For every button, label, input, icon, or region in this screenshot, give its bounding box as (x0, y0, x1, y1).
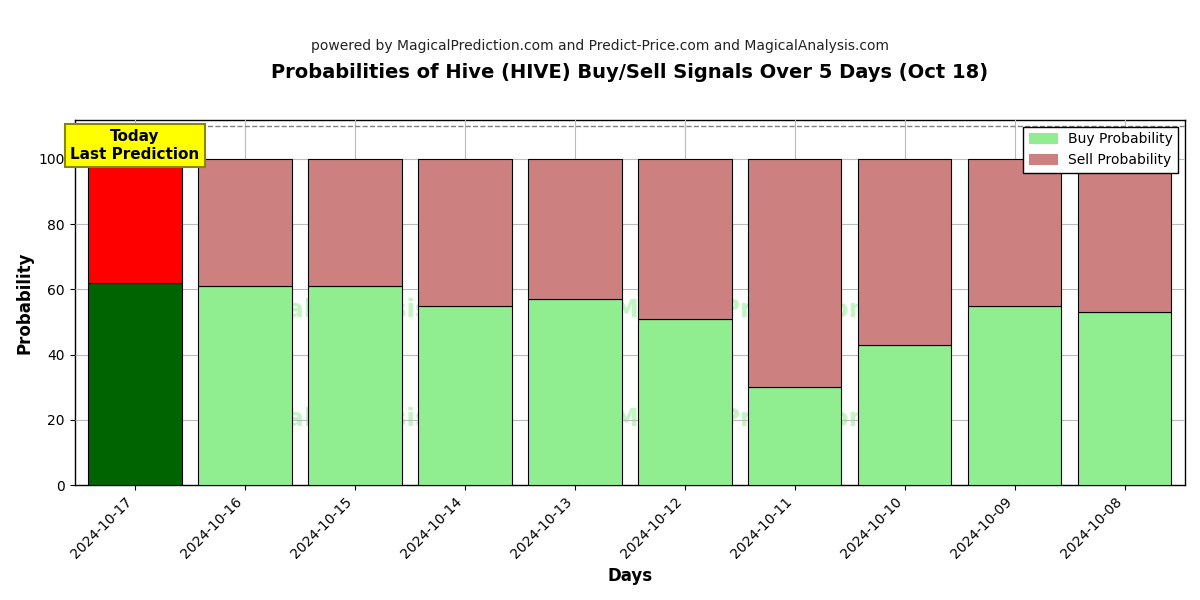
Bar (638, 159, 732, 319)
Bar (858, 345, 952, 485)
Bar (1078, 159, 1171, 312)
Bar (748, 159, 841, 387)
Bar (858, 159, 952, 345)
Text: Today
Last Prediction: Today Last Prediction (71, 130, 199, 162)
Text: calAnalysis.com: calAnalysis.com (272, 298, 498, 322)
Bar (308, 286, 402, 485)
Bar (528, 299, 622, 485)
Bar (528, 159, 622, 299)
Text: calAnalysis.com: calAnalysis.com (272, 407, 498, 431)
Y-axis label: Probability: Probability (16, 251, 34, 353)
Bar (419, 305, 511, 485)
Text: MagicalPrediction.com: MagicalPrediction.com (613, 407, 935, 431)
Bar (638, 319, 732, 485)
Bar (89, 159, 182, 283)
Bar (968, 305, 1061, 485)
Text: MagicalPrediction.com: MagicalPrediction.com (613, 298, 935, 322)
Title: Probabilities of Hive (HIVE) Buy/Sell Signals Over 5 Days (Oct 18): Probabilities of Hive (HIVE) Buy/Sell Si… (271, 63, 989, 82)
Bar (308, 159, 402, 286)
Bar (198, 286, 292, 485)
Bar (198, 159, 292, 286)
Bar (1078, 312, 1171, 485)
Bar (968, 159, 1061, 305)
Bar (748, 387, 841, 485)
Legend: Buy Probability, Sell Probability: Buy Probability, Sell Probability (1024, 127, 1178, 173)
Bar (419, 159, 511, 305)
X-axis label: Days: Days (607, 567, 653, 585)
Bar (89, 283, 182, 485)
Text: powered by MagicalPrediction.com and Predict-Price.com and MagicalAnalysis.com: powered by MagicalPrediction.com and Pre… (311, 39, 889, 53)
